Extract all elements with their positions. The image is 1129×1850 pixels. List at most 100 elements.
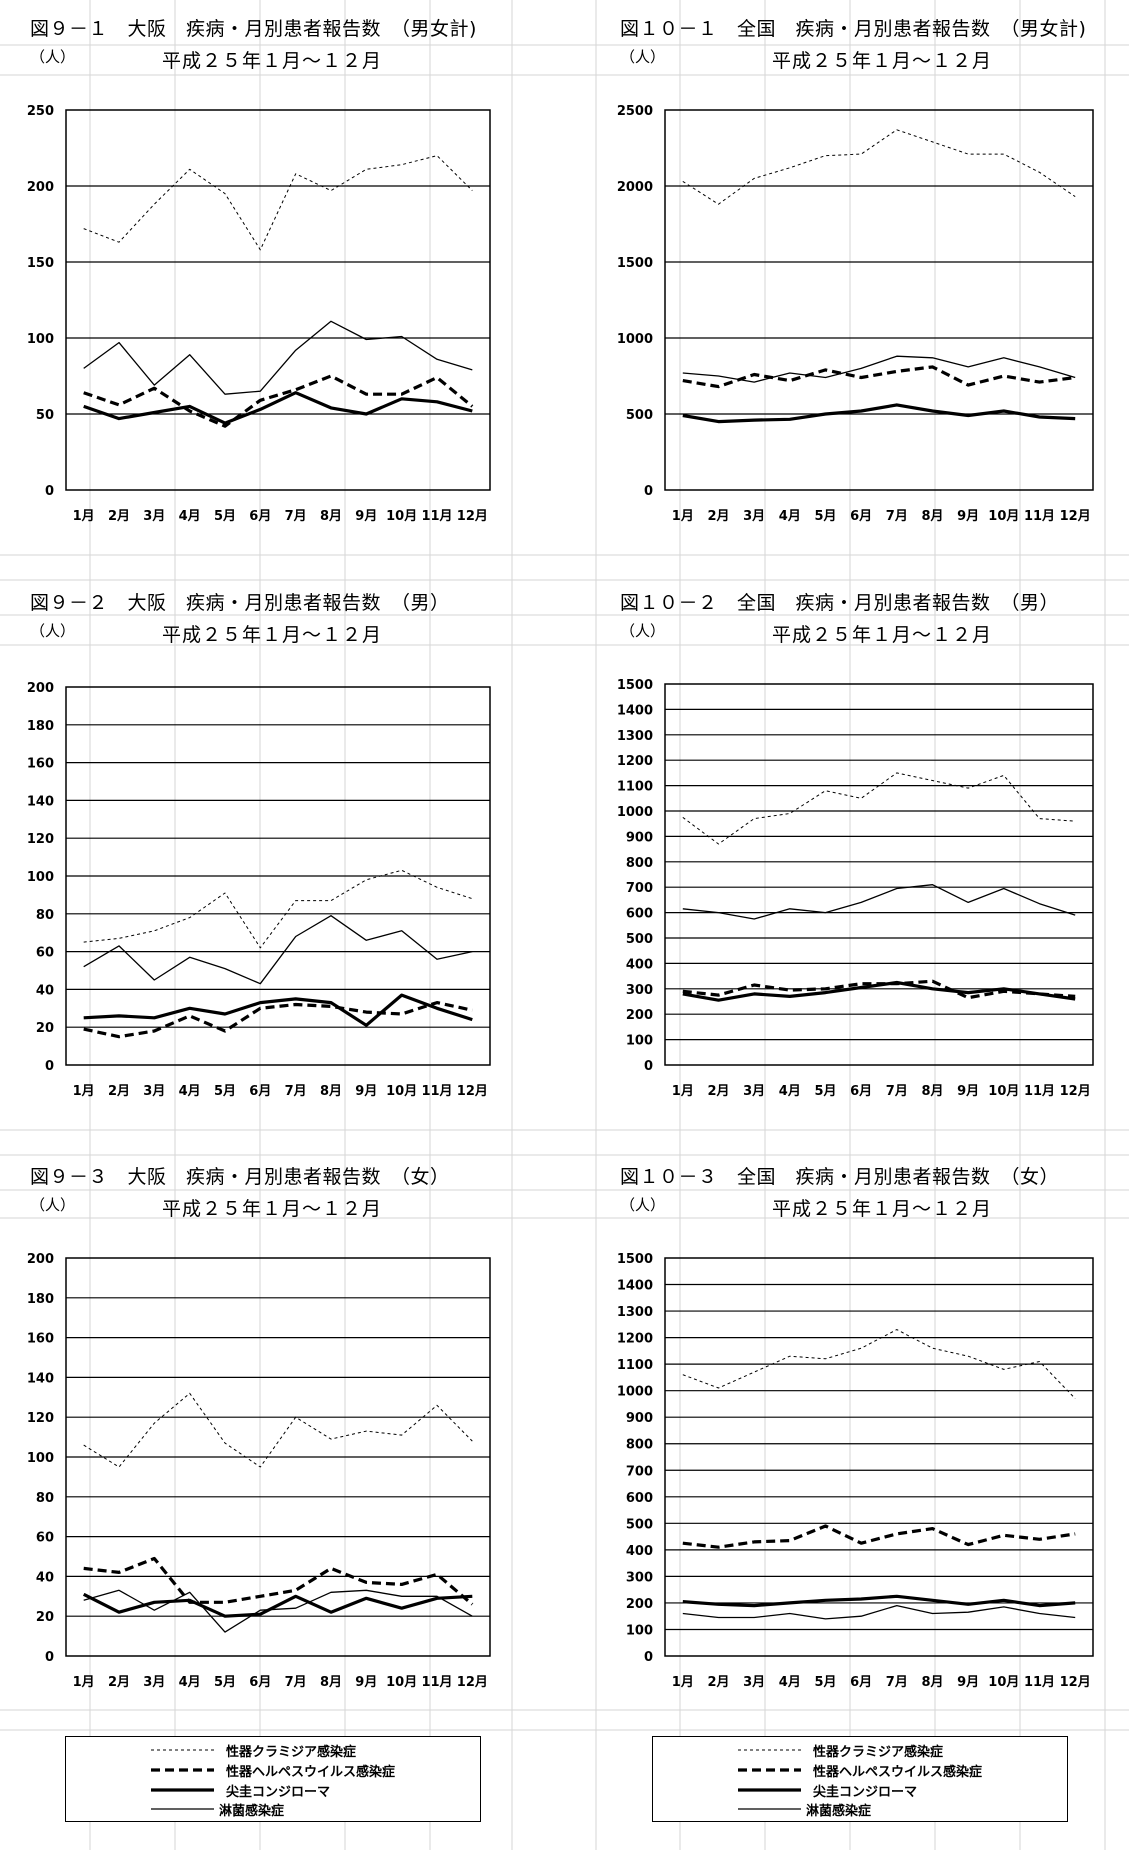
y-tick-label: 120 (27, 1411, 54, 1426)
legend-swatches (738, 1749, 801, 1810)
x-tick-label: 2月 (108, 509, 130, 524)
y-tick-label: 300 (626, 983, 653, 998)
series-line-3 (83, 993, 473, 1027)
series-line-2 (83, 374, 474, 428)
x-tick-label: 6月 (850, 1084, 872, 1099)
legend-item-chlamydia: 性器クラミジア感染症 (813, 1745, 944, 1760)
y-tick-label: 0 (644, 484, 653, 499)
x-tick-label: 5月 (214, 509, 236, 524)
series-line-3 (682, 403, 1076, 424)
y-tick-label: 180 (27, 1292, 54, 1307)
x-tick-label: 10月 (386, 1675, 417, 1690)
y-tick-label: 0 (644, 1650, 653, 1665)
y-tick-label: 1300 (617, 1305, 653, 1320)
legend-item-gonorrhea: 淋菌感染症 (219, 1804, 285, 1819)
x-tick-label: 3月 (143, 509, 165, 524)
legend-national: 性器クラミジア感染症 性器ヘルペスウイルス感染症 尖圭コンジローマ 淋菌感染症 (652, 1736, 1068, 1822)
x-tick-label: 8月 (320, 1675, 342, 1690)
x-tick-label: 6月 (850, 509, 872, 524)
chart-title: 図１０－３ 全国 疾病・月別患者報告数 （女） (620, 1166, 1060, 1188)
y-tick-label: 250 (27, 104, 54, 119)
x-tick-label: 10月 (386, 1084, 417, 1099)
chart-title: 図９－３ 大阪 疾病・月別患者報告数 （女） (30, 1166, 450, 1188)
y-tick-label: 1500 (617, 678, 653, 693)
y-tick-label: 200 (27, 681, 54, 696)
legend: 性器クラミジア感染症 性器ヘルペスウイルス感染症 尖圭コンジローマ 淋菌感染症 (65, 1736, 481, 1822)
y-tick-label: 900 (626, 1411, 653, 1426)
x-tick-label: 5月 (814, 1675, 836, 1690)
x-tick-label: 11月 (421, 1675, 452, 1690)
x-tick-label: 12月 (1060, 1675, 1091, 1690)
x-tick-label: 7月 (285, 1084, 307, 1099)
y-tick-label: 900 (626, 830, 653, 845)
chart-subtitle: 平成２５年１月～１２月 (162, 50, 383, 72)
x-tick-label: 1月 (672, 1084, 694, 1099)
x-tick-label: 6月 (249, 509, 271, 524)
x-tick-label: 12月 (457, 1084, 488, 1099)
x-tick-label: 4月 (179, 1084, 201, 1099)
y-tick-label: 40 (36, 1570, 54, 1585)
chart-title: 図９－２ 大阪 疾病・月別患者報告数 （男） (30, 592, 450, 614)
y-tick-label: 700 (626, 881, 653, 896)
x-tick-label: 9月 (355, 1084, 377, 1099)
y-tick-label: 140 (27, 794, 54, 809)
series-line-4 (682, 1604, 1076, 1620)
x-tick-label: 11月 (1024, 1084, 1055, 1099)
y-tick-label: 180 (27, 719, 54, 734)
x-tick-label: 9月 (957, 509, 979, 524)
series-line-4 (83, 1589, 473, 1633)
x-tick-label: 8月 (921, 1084, 943, 1099)
x-tick-label: 7月 (886, 509, 908, 524)
x-tick-label: 2月 (108, 1084, 130, 1099)
x-tick-label: 10月 (988, 1675, 1019, 1690)
y-tick-label: 1000 (617, 332, 653, 347)
y-tick-label: 0 (644, 1059, 653, 1074)
y-tick-label: 80 (36, 1491, 54, 1506)
plot-area-frame (65, 109, 491, 491)
y-tick-label: 1200 (617, 1332, 653, 1347)
series-line-3 (682, 980, 1076, 1002)
series-line-2 (83, 1000, 473, 1039)
x-tick-label: 2月 (707, 1675, 729, 1690)
y-tick-label: 140 (27, 1371, 54, 1386)
chart-subtitle: 平成２５年１月～１２月 (772, 50, 993, 72)
y-tick-label: 1200 (617, 754, 653, 769)
x-tick-label: 5月 (814, 509, 836, 524)
x-tick-label: 12月 (1060, 509, 1091, 524)
x-tick-label: 12月 (457, 1675, 488, 1690)
y-tick-label: 2000 (617, 180, 653, 195)
y-tick-label: 160 (27, 757, 54, 772)
legend-item-herpes: 性器ヘルペスウイルス感染症 (813, 1765, 983, 1780)
y-tick-label: 200 (626, 1597, 653, 1612)
chart-subtitle: 平成２５年１月～１２月 (772, 1198, 993, 1220)
legend-swatches (151, 1749, 214, 1810)
y-tick-label: 2500 (617, 104, 653, 119)
y-unit-label: （人） (620, 1196, 666, 1214)
x-tick-label: 11月 (421, 509, 452, 524)
series-line-2 (682, 365, 1076, 389)
y-unit-label: （人） (620, 622, 666, 640)
x-tick-label: 12月 (457, 509, 488, 524)
chart-title: 図１０－２ 全国 疾病・月別患者報告数 （男） (620, 592, 1060, 614)
x-tick-label: 5月 (214, 1675, 236, 1690)
plot-area-frame (664, 1257, 1094, 1657)
y-tick-label: 1100 (617, 780, 653, 795)
plot-area-frame (65, 1257, 491, 1657)
y-tick-label: 500 (626, 408, 653, 423)
y-tick-label: 1000 (617, 805, 653, 820)
series-line-1 (83, 1392, 473, 1468)
plot-area-frame (65, 686, 491, 1066)
x-tick-label: 2月 (707, 509, 729, 524)
x-tick-label: 5月 (214, 1084, 236, 1099)
x-tick-label: 9月 (957, 1084, 979, 1099)
y-tick-label: 20 (36, 1021, 54, 1036)
y-tick-label: 700 (626, 1464, 653, 1479)
series-line-4 (682, 884, 1076, 920)
legend-item-herpes: 性器ヘルペスウイルス感染症 (226, 1765, 396, 1780)
y-tick-label: 40 (36, 983, 54, 998)
y-tick-label: 200 (27, 180, 54, 195)
x-tick-label: 3月 (743, 1084, 765, 1099)
chart-subtitle: 平成２５年１月～１２月 (162, 624, 383, 646)
x-tick-label: 10月 (988, 509, 1019, 524)
x-tick-label: 4月 (779, 509, 801, 524)
